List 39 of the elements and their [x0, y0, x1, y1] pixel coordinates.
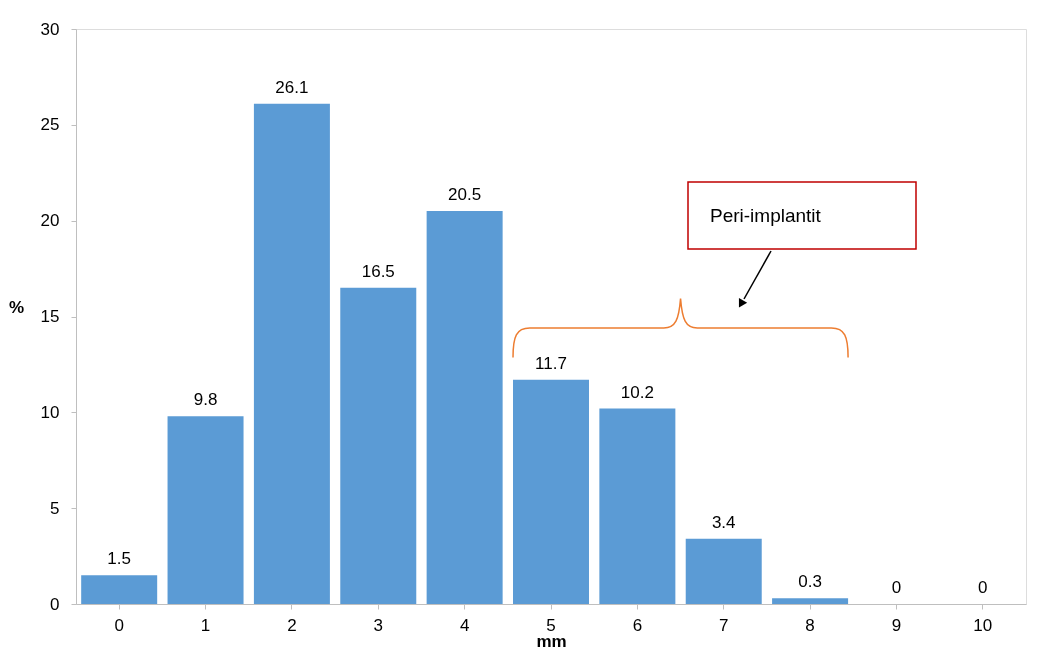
data-label: 1.5	[107, 549, 131, 569]
x-tick-label: 6	[632, 615, 643, 635]
data-label: 0	[891, 578, 902, 597]
bar	[772, 598, 849, 604]
bar	[167, 416, 244, 604]
y-tick-label: 30	[40, 19, 60, 39]
data-label: 16.5	[361, 261, 395, 281]
annotation: Peri-implantit	[710, 205, 822, 226]
y-tick-label: 0	[50, 594, 60, 614]
data-label: 20.5	[448, 185, 482, 205]
x-tick-label: 7	[718, 615, 729, 635]
data-label: 9.8	[193, 390, 218, 410]
data-label: 10.2	[620, 382, 654, 402]
data-label: 11.7	[535, 353, 567, 373]
y-tick-label: 15	[40, 307, 60, 326]
bar	[513, 379, 589, 604]
x-tick-label: 3	[373, 615, 384, 635]
x-tick-label: 2	[287, 615, 297, 635]
y-tick-label: 20	[40, 211, 60, 231]
bar	[253, 103, 330, 604]
x-tick-label: 4	[459, 615, 470, 635]
data-label: 26.1	[275, 77, 309, 97]
x-tick-label: 0	[114, 615, 124, 635]
data-label: 3.4	[711, 512, 736, 532]
x-tick-label: 9	[891, 615, 902, 635]
bar	[685, 538, 762, 604]
y-tick-label: 10	[40, 402, 60, 422]
bar	[426, 211, 503, 604]
bar	[340, 287, 417, 604]
x-tick-label: 10	[973, 615, 993, 635]
data-label: 0.3	[798, 572, 822, 592]
y-axis-title: %	[8, 298, 25, 317]
x-tick-label: 8	[805, 615, 815, 635]
x-tick-label: 1	[200, 615, 211, 635]
bar	[81, 575, 158, 604]
y-tick-label: 5	[50, 498, 60, 518]
y-tick-label: 25	[40, 115, 60, 135]
bar	[599, 408, 676, 604]
data-label: 0	[978, 578, 988, 597]
